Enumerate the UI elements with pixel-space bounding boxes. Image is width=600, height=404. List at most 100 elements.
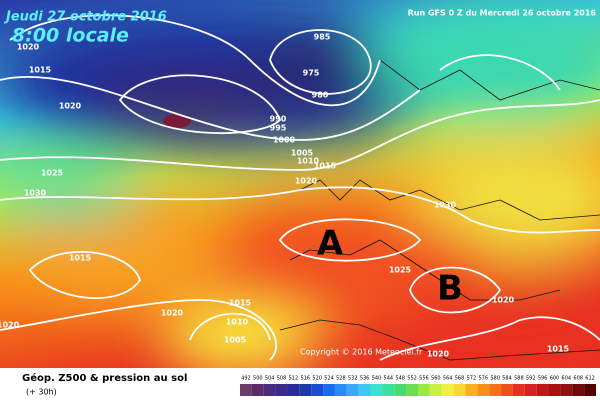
scale-swatch xyxy=(453,384,466,396)
isobar-labels: 1020101598597598010209909951000100510101… xyxy=(0,33,570,359)
scale-label: 600 xyxy=(550,376,560,382)
scale-swatch xyxy=(287,384,300,396)
scale-swatch xyxy=(251,384,264,396)
scale-swatch xyxy=(370,384,383,396)
scale-label: 564 xyxy=(443,376,453,382)
scale-swatch xyxy=(477,384,490,396)
scale-swatch xyxy=(501,384,513,396)
isobar-label: 1025 xyxy=(389,266,412,275)
isobar-label: 1010 xyxy=(226,318,249,327)
isobar-label: 1010 xyxy=(297,157,320,166)
legend-subtitle: (+ 30h) xyxy=(26,388,57,397)
scale-label: 580 xyxy=(490,376,500,382)
isobar-label: 1020 xyxy=(59,102,82,111)
isobar-label: 1005 xyxy=(291,149,314,158)
scale-label: 612 xyxy=(585,376,595,382)
scale-swatch xyxy=(418,384,430,396)
scale-swatch xyxy=(240,384,252,396)
scale-label: 520 xyxy=(312,376,322,382)
legend-title: Géop. Z500 & pression au sol xyxy=(22,372,187,384)
isobar-label: 1020 xyxy=(161,309,184,318)
scale-label: 604 xyxy=(562,376,572,382)
scale-swatch xyxy=(299,384,312,396)
isobar-label: 1030 xyxy=(24,189,47,198)
isobar-label: 990 xyxy=(270,115,287,124)
isobar-label: 980 xyxy=(312,91,329,100)
scale-label: 544 xyxy=(384,376,394,382)
scale-swatch xyxy=(441,384,454,396)
copyright: Copyright © 2016 Meteociel.fr xyxy=(300,348,423,357)
scale-swatch xyxy=(536,384,549,396)
date-label: Jeudi 27 octobre 2016 xyxy=(3,10,167,25)
scale-label: 504 xyxy=(265,376,275,382)
scale-swatch xyxy=(429,384,442,396)
isobar-label: 985 xyxy=(314,33,331,42)
isobar-label: 1015 xyxy=(314,162,337,171)
isobar-label: 1015 xyxy=(29,66,52,75)
scale-swatch xyxy=(406,384,418,396)
scale-swatch xyxy=(572,384,585,396)
scale-label: 568 xyxy=(455,376,465,382)
scale-label: 592 xyxy=(526,376,536,382)
isobar-label: 1005 xyxy=(224,336,247,345)
isobar-label: 1020 xyxy=(0,321,20,330)
scale-swatch xyxy=(584,384,596,396)
scale-label: 516 xyxy=(300,376,310,382)
isobar-label: 1020 xyxy=(17,43,40,52)
isobar-label: 1015 xyxy=(547,345,570,354)
isobar-label: 1025 xyxy=(41,169,64,178)
scale-label: 508 xyxy=(277,376,287,382)
scale-label: 596 xyxy=(538,376,548,382)
scale-swatch xyxy=(465,384,478,396)
scale-label: 576 xyxy=(478,376,488,382)
scale-label: 556 xyxy=(419,376,429,382)
scale-label: 536 xyxy=(360,376,370,382)
scale-swatch xyxy=(263,384,276,396)
scale-swatch xyxy=(311,384,324,396)
coastlines xyxy=(279,59,600,361)
time-label: 8:00 locale xyxy=(12,25,129,47)
scale-label: 492 xyxy=(241,376,251,382)
scale-label: 532 xyxy=(348,376,358,382)
isobar-label: 1015 xyxy=(69,254,92,263)
scale-swatch xyxy=(548,384,561,396)
scale-label: 560 xyxy=(431,376,441,382)
scale-label: 500 xyxy=(253,376,263,382)
isobars xyxy=(0,14,600,361)
scale-swatch xyxy=(334,384,347,396)
scale-swatch xyxy=(512,384,525,396)
isobar-label: 1020 xyxy=(492,296,515,305)
scale-swatch xyxy=(382,384,395,396)
background-field xyxy=(0,0,600,375)
run-label: Run GFS 0 Z du Mercredi 26 octobre 2016 xyxy=(408,9,597,18)
color-scale: 492 500 504 508 512 516 520 524 528 532 536 540 544 5… xyxy=(240,376,596,396)
scale-label: 512 xyxy=(289,376,299,382)
isobar-label: 1020 xyxy=(427,350,450,359)
low-pressure-label: B xyxy=(437,269,463,309)
scale-swatch xyxy=(524,384,537,396)
scale-label: 524 xyxy=(324,376,334,382)
isobar-label: 1000 xyxy=(273,136,296,145)
scale-swatch xyxy=(323,384,335,396)
scale-swatch xyxy=(394,384,407,396)
scale-label: 584 xyxy=(502,376,512,382)
scale-swatch xyxy=(346,384,359,396)
isobar-label: 1015 xyxy=(229,299,252,308)
isobar-label: 1030 xyxy=(434,201,457,210)
scale-label: 572 xyxy=(467,376,477,382)
scale-swatch xyxy=(560,384,573,396)
scale-swatch xyxy=(358,384,371,396)
scale-label: 608 xyxy=(573,376,583,382)
scale-label: 548 xyxy=(395,376,405,382)
high-pressure-label: A xyxy=(317,224,344,264)
scale-label: 588 xyxy=(514,376,524,382)
isobar-label: 975 xyxy=(303,69,320,78)
isobar-label: 1020 xyxy=(295,177,318,186)
scale-swatch xyxy=(489,384,502,396)
scale-label: 552 xyxy=(407,376,417,382)
isobar-label: 995 xyxy=(270,124,287,133)
scale-label: 540 xyxy=(372,376,382,382)
scale-label: 528 xyxy=(336,376,346,382)
scale-swatch xyxy=(275,384,288,396)
